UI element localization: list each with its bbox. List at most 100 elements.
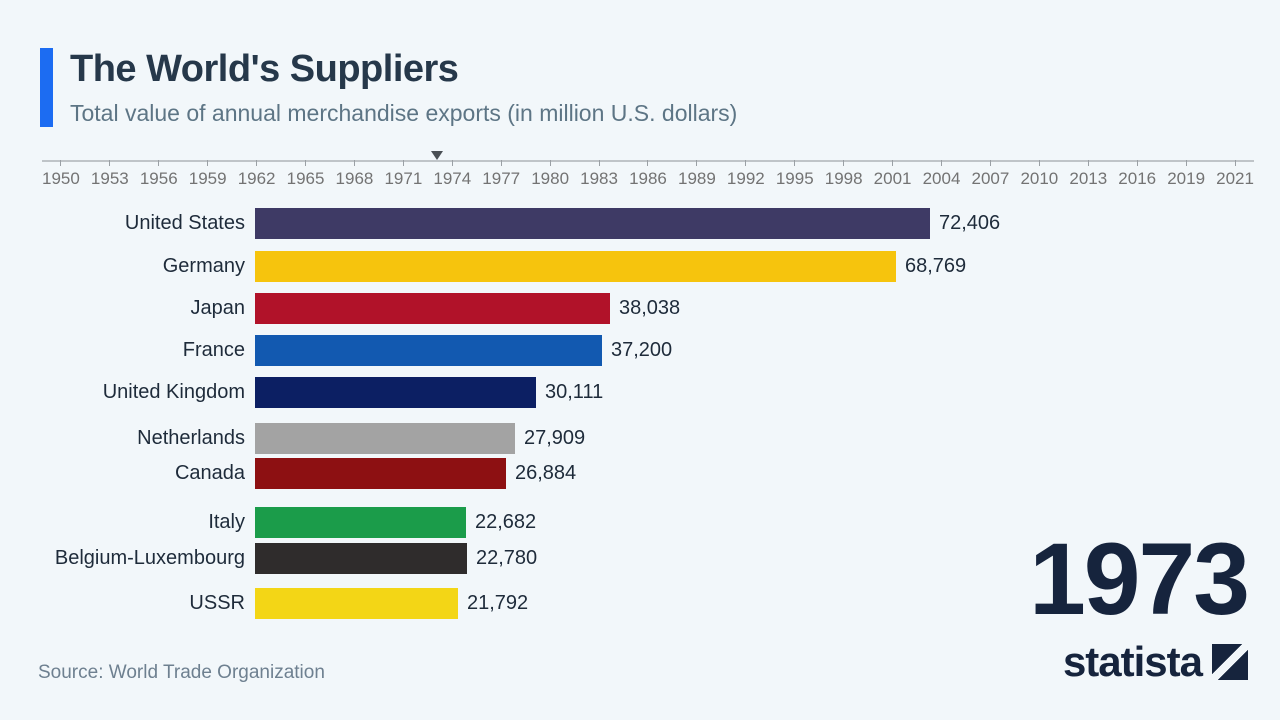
- timeline-tick: [647, 160, 649, 166]
- timeline-year: 2010: [1020, 160, 1058, 189]
- timeline-tick: [941, 160, 942, 166]
- value-label: 38,038: [619, 297, 681, 319]
- timeline-year: 2013: [1069, 160, 1107, 189]
- timeline-tick: [353, 160, 355, 166]
- timeline-year-label: 1950: [42, 169, 80, 188]
- timeline-year: 2004: [923, 160, 960, 189]
- timeline-year-labels: 1950 1953 1956 1959 1962 1965 1968 1971 1974 1977…: [42, 160, 1254, 189]
- country-label: United Kingdom: [102, 381, 245, 403]
- timeline-axis[interactable]: 1950 1953 1956 1959 1962 1965 1968 1971 1974 1977…: [42, 150, 1254, 196]
- timeline-year-label: 1992: [726, 169, 765, 188]
- timeline-year-label: 2019: [1167, 169, 1206, 188]
- timeline-year-label: 1977: [482, 169, 521, 188]
- country-label: France: [182, 339, 245, 361]
- bar: [255, 588, 458, 619]
- timeline-tick: [794, 160, 796, 166]
- timeline-year-label: 1974: [433, 169, 472, 188]
- value-label: 72,406: [939, 212, 1001, 234]
- bar-row: Canada 26,884: [5, 458, 576, 489]
- timeline-year: 1995: [776, 160, 814, 189]
- timeline-year: 1968: [335, 160, 374, 189]
- timeline-year-label: 2013: [1069, 169, 1108, 188]
- bar-row: Netherlands 27,909: [5, 423, 585, 454]
- timeline-year: 1980: [531, 160, 569, 189]
- country-label: Japan: [190, 297, 246, 319]
- timeline-tick: [451, 160, 453, 166]
- country-label: Germany: [162, 255, 245, 277]
- country-label: USSR: [189, 592, 245, 614]
- timeline-year-label: 1953: [90, 169, 129, 188]
- bar: [255, 423, 515, 454]
- bar-row: France 37,200: [5, 335, 672, 366]
- timeline-tick: [549, 160, 551, 166]
- timeline-year-label: 1983: [580, 169, 618, 188]
- timeline-tick: [402, 160, 404, 166]
- timeline-year: 1950: [42, 160, 80, 189]
- timeline-pointer[interactable]: [431, 151, 444, 160]
- chart-header: The World's Suppliers Total value of ann…: [40, 48, 737, 127]
- timeline-year: 1992: [727, 160, 765, 189]
- timeline-year: 1962: [238, 160, 276, 189]
- value-label: 21,792: [467, 592, 529, 614]
- value-label: 27,909: [524, 427, 586, 449]
- timeline-year: 2007: [972, 160, 1009, 189]
- statista-logo-text: statista: [1062, 638, 1203, 685]
- timeline-year: 1953: [91, 160, 129, 189]
- timeline-tick: [207, 160, 209, 166]
- timeline-tick: [696, 160, 698, 166]
- country-label: Netherlands: [137, 427, 245, 449]
- statista-logo-icon: [1212, 644, 1248, 680]
- bar: [255, 335, 602, 366]
- timeline-year: 1986: [629, 160, 667, 189]
- value-label: 37,200: [611, 339, 673, 361]
- country-label: United States: [124, 212, 245, 234]
- bar-chart: United States 72,406 Germany 68,769 Japan 38,…: [5, 208, 1105, 628]
- value-label: 22,682: [475, 511, 537, 533]
- bar: [255, 507, 466, 538]
- year-display: 1973: [1029, 522, 1250, 636]
- timeline-tick: [305, 160, 307, 166]
- timeline-year-label: 1998: [824, 169, 863, 188]
- timeline-tick: [109, 160, 111, 166]
- timeline-tick: [158, 160, 160, 166]
- timeline-year: 2021: [1216, 160, 1254, 189]
- country-label: Belgium-Luxembourg: [54, 547, 245, 569]
- timeline-tick: [500, 160, 502, 166]
- timeline-year-label: 1962: [237, 169, 276, 188]
- timeline-year-label: 1971: [384, 169, 423, 188]
- timeline-year-label: 2001: [873, 169, 912, 188]
- timeline-year: 2019: [1167, 160, 1205, 189]
- timeline-tick: [989, 160, 991, 166]
- timeline-year-label: 1968: [335, 169, 374, 188]
- timeline-year: 1974: [433, 160, 471, 189]
- bar-row: Japan 38,038: [5, 293, 680, 324]
- country-label: Canada: [174, 462, 245, 484]
- timeline-tick: [1185, 160, 1187, 166]
- timeline-year: 1959: [189, 160, 227, 189]
- timeline-tick: [1087, 160, 1089, 166]
- timeline-tick: [256, 160, 258, 166]
- title-accent-bar: [40, 48, 53, 127]
- timeline-year-label: 2016: [1118, 169, 1157, 188]
- timeline-tick: [1234, 160, 1236, 166]
- timeline-tick: [1038, 160, 1040, 166]
- bar: [255, 293, 610, 324]
- value-label: 30,111: [545, 381, 604, 403]
- timeline-year-label: 1986: [629, 169, 667, 188]
- timeline-year-label: 1980: [531, 169, 570, 188]
- timeline-tick: [598, 160, 600, 166]
- bar: [255, 377, 536, 408]
- timeline-year-label: 1989: [677, 169, 716, 188]
- timeline-year-label: 1956: [139, 169, 178, 188]
- value-label: 26,884: [515, 462, 577, 484]
- bar: [255, 208, 930, 239]
- timeline-tick: [1136, 160, 1138, 166]
- bar-row: Germany 68,769: [5, 251, 966, 282]
- timeline-year-label: 1959: [188, 169, 227, 188]
- timeline-year: 1977: [482, 160, 520, 189]
- statista-logo: statista: [1063, 638, 1248, 686]
- page-subtitle: Total value of annual merchandise export…: [70, 100, 738, 126]
- timeline-year: 1956: [140, 160, 178, 189]
- timeline-year: 1983: [580, 160, 618, 189]
